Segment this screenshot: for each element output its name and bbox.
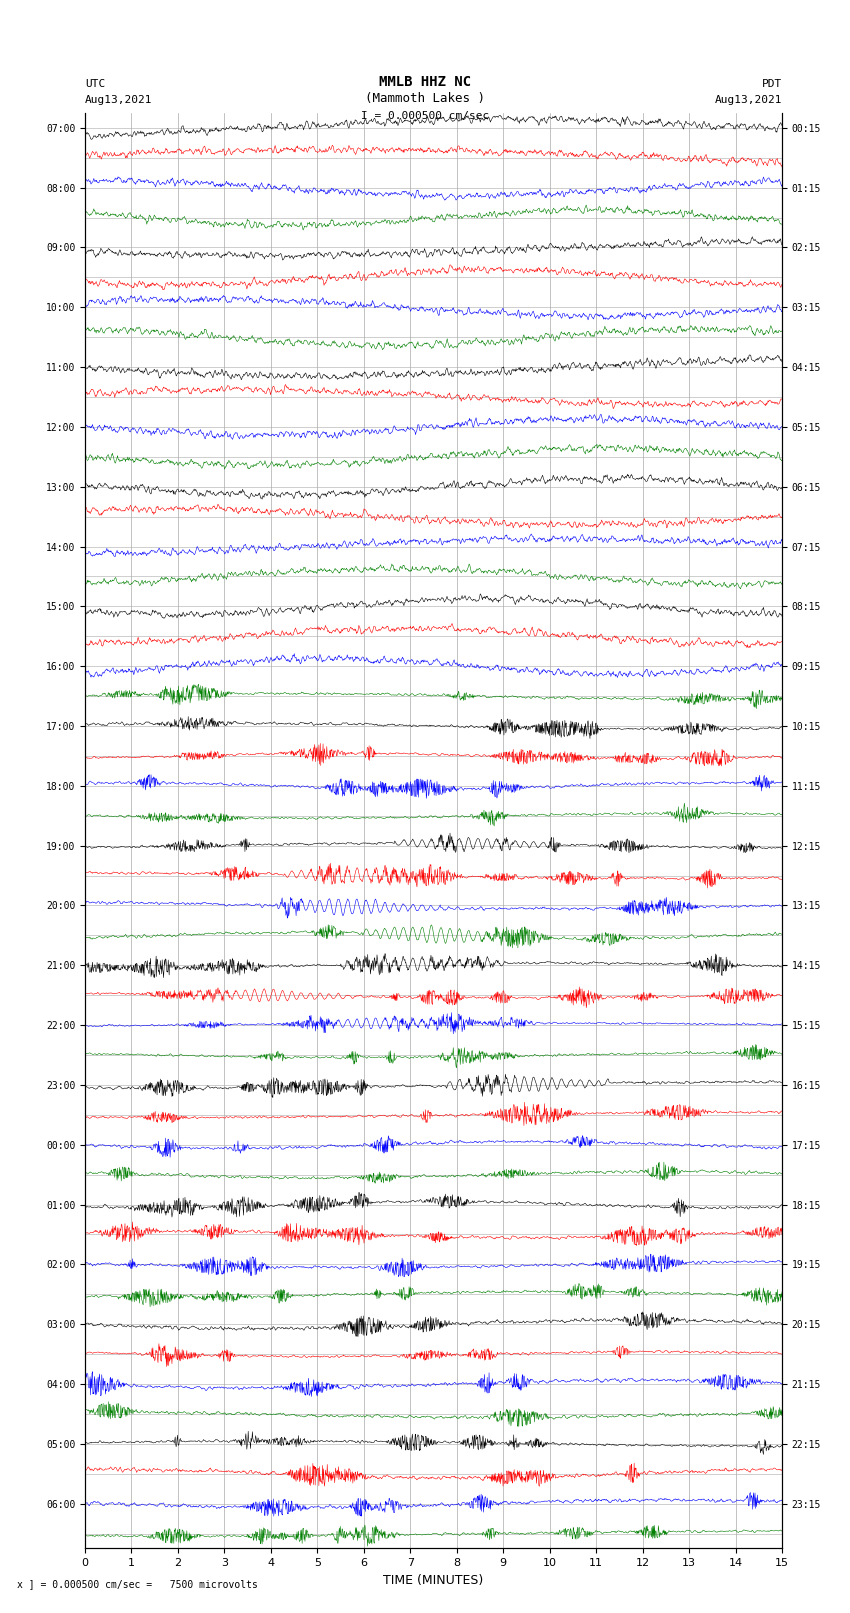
Text: UTC: UTC bbox=[85, 79, 105, 89]
Text: PDT: PDT bbox=[762, 79, 782, 89]
X-axis label: TIME (MINUTES): TIME (MINUTES) bbox=[383, 1574, 484, 1587]
Text: (Mammoth Lakes ): (Mammoth Lakes ) bbox=[365, 92, 485, 105]
Text: Aug13,2021: Aug13,2021 bbox=[715, 95, 782, 105]
Text: I = 0.000500 cm/sec: I = 0.000500 cm/sec bbox=[361, 111, 489, 121]
Text: Aug13,2021: Aug13,2021 bbox=[85, 95, 152, 105]
Text: MMLB HHZ NC: MMLB HHZ NC bbox=[379, 74, 471, 89]
Text: x ] = 0.000500 cm/sec =   7500 microvolts: x ] = 0.000500 cm/sec = 7500 microvolts bbox=[17, 1579, 258, 1589]
